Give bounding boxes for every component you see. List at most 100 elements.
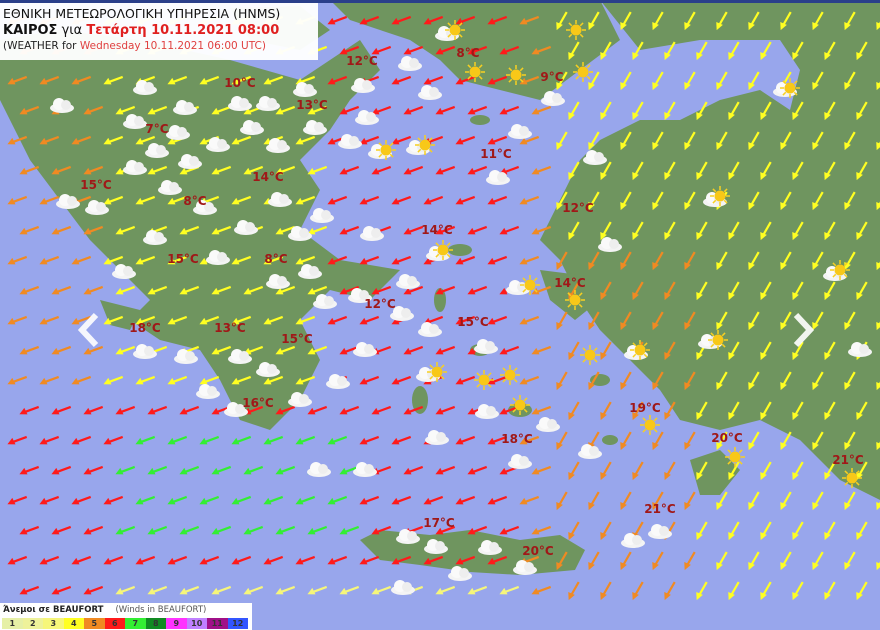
beaufort-2: 2 [22,618,43,629]
wind-arrow [199,375,220,385]
wind-arrow [263,435,284,445]
wind-arrow [71,375,92,385]
wind-arrow [760,281,772,301]
wind-arrow [19,165,40,175]
cloud-icon [398,56,422,71]
wind-arrow [487,375,508,385]
wind-arrow [211,465,232,475]
wind-arrow [519,135,540,145]
wind-arrow [71,255,92,265]
wind-arrow [728,401,740,421]
wind-arrow [716,371,728,391]
temperature-label: 15°C [281,332,313,346]
wind-arrow [792,581,804,601]
cloud-icon [112,264,136,279]
wind-arrow [856,521,868,541]
cloud-icon [390,306,414,321]
wind-arrow [620,431,632,451]
cloud-icon [133,344,157,359]
temperature-label: 14°C [421,223,453,237]
cloud-icon [266,138,290,153]
wind-arrow [792,161,804,181]
wind-arrow [7,435,28,445]
cloud-icon [475,404,499,419]
previous-button[interactable] [74,312,104,348]
wind-arrow [728,221,740,241]
wind-arrow [728,281,740,301]
wind-arrow [684,311,696,331]
wind-arrow [588,251,600,271]
wind-arrow [359,435,380,445]
sun-icon [376,140,396,160]
wind-arrow [403,105,424,115]
wind-arrow [371,285,392,295]
wind-arrow [556,311,568,331]
wind-arrow [7,135,28,145]
wind-arrow [339,225,360,235]
temperature-label: 15°C [80,178,112,192]
wind-arrow [231,315,252,325]
wind-arrow [499,45,520,55]
wind-arrow [307,525,328,535]
wind-arrow [403,345,424,355]
forecast-subtitle: (WEATHER for Wednesday 10.11.2021 06:00 … [3,39,315,54]
wind-arrow [568,161,580,181]
wind-arrow [716,131,728,151]
wind-arrow [588,491,600,511]
wind-arrow [856,461,868,481]
wind-arrow [135,135,156,145]
wind-arrow [812,191,824,211]
wind-arrow [748,251,760,271]
wind-arrow [39,75,60,85]
wind-arrow [620,11,632,31]
wind-arrow [391,435,412,445]
cloud-icon [307,462,331,477]
cloud-icon [326,374,350,389]
map-header: ΕΘΝΙΚΗ ΜΕΤΕΩΡΟΛΟΓΙΚΗ ΥΠΗΡΕΣΙΑ (HNMS) ΚΑΙ… [0,3,318,60]
cloud-icon [536,417,560,432]
wind-arrow [487,195,508,205]
wind-arrow [135,495,156,505]
temperature-label: 17°C [423,516,455,530]
wind-arrow [39,255,60,265]
wind-arrow [455,315,476,325]
wind-arrow [652,551,664,571]
wind-arrow [115,525,136,535]
wind-arrow [403,225,424,235]
temperature-label: 11°C [480,147,512,161]
sun-icon [573,62,593,82]
wind-arrow [856,401,868,421]
wind-arrow [307,105,328,115]
next-button[interactable] [788,312,818,348]
wind-arrow [748,311,760,331]
wind-arrow [455,555,476,565]
wind-arrow [115,465,136,475]
wind-arrow [684,371,696,391]
wind-arrow [716,431,728,451]
wind-arrow [179,285,200,295]
wind-arrow [231,375,252,385]
wind-arrow [211,165,232,175]
cloud-icon [310,208,334,223]
wind-arrow [556,491,568,511]
wind-arrow [263,375,284,385]
cloud-icon [303,120,327,135]
wind-arrow [568,461,580,481]
wind-arrow [760,521,772,541]
wind-arrow [632,101,644,121]
wind-arrow [780,371,792,391]
wind-arrow [7,495,28,505]
wind-arrow [455,495,476,505]
wind-arrow [499,345,520,355]
wind-arrow [748,431,760,451]
wind-arrow [568,341,580,361]
cloud-icon [396,274,420,289]
wind-arrow [652,191,664,211]
wind-arrow [812,71,824,91]
wind-arrow [7,375,28,385]
wind-arrow [556,251,568,271]
beaufort-3: 3 [43,618,64,629]
cloud-icon [474,339,498,354]
wind-arrow [263,495,284,505]
